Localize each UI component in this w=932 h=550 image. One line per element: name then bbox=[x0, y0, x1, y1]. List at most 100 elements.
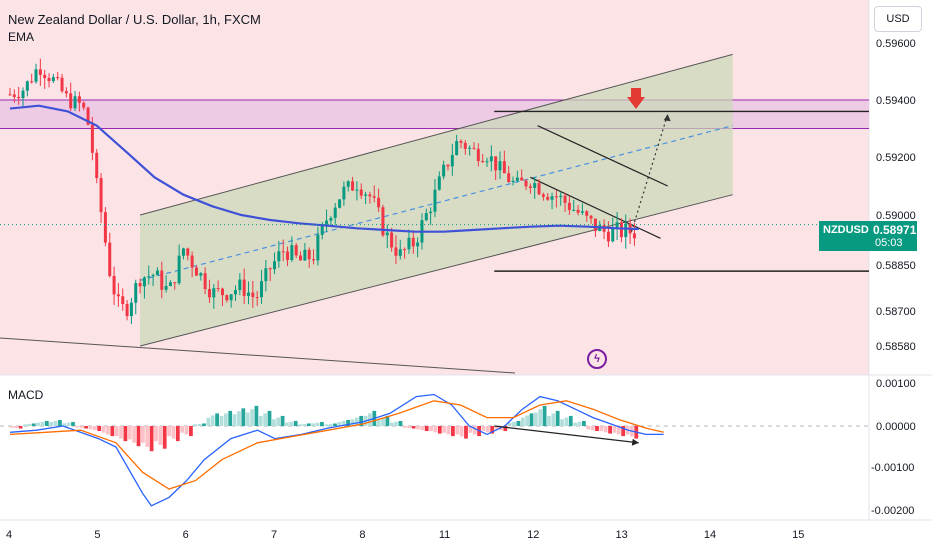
candle-body[interactable] bbox=[455, 141, 459, 156]
candle-body[interactable] bbox=[125, 303, 129, 317]
candle-body[interactable] bbox=[181, 248, 185, 256]
candle-body[interactable] bbox=[385, 232, 389, 236]
candle-body[interactable] bbox=[160, 270, 164, 290]
candle-body[interactable] bbox=[554, 196, 558, 198]
candle-body[interactable] bbox=[38, 69, 42, 75]
candle-body[interactable] bbox=[416, 242, 420, 247]
candle-body[interactable] bbox=[524, 180, 528, 187]
candle-body[interactable] bbox=[338, 199, 342, 208]
candle-body[interactable] bbox=[47, 77, 51, 82]
candle-body[interactable] bbox=[576, 209, 580, 213]
candle-body[interactable] bbox=[333, 207, 337, 218]
time-axis[interactable]: 4 5 6 7 8 11 12 13 14 15 bbox=[6, 529, 804, 541]
candle-body[interactable] bbox=[572, 209, 576, 211]
candle-body[interactable] bbox=[507, 173, 511, 183]
candle-body[interactable] bbox=[86, 107, 90, 125]
candle-body[interactable] bbox=[520, 177, 524, 181]
candle-body[interactable] bbox=[229, 294, 233, 301]
candle-body[interactable] bbox=[580, 211, 584, 213]
signal-line[interactable] bbox=[9, 400, 664, 490]
candle-body[interactable] bbox=[394, 247, 398, 256]
candle-body[interactable] bbox=[277, 251, 281, 262]
candle-body[interactable] bbox=[403, 249, 407, 251]
candle-body[interactable] bbox=[260, 281, 264, 298]
candle-body[interactable] bbox=[82, 102, 86, 108]
candle-body[interactable] bbox=[433, 189, 437, 212]
candle-body[interactable] bbox=[537, 183, 541, 195]
candle-body[interactable] bbox=[615, 222, 619, 228]
lightning-icon[interactable]: ϟ bbox=[587, 349, 607, 369]
support-trendline[interactable] bbox=[0, 337, 516, 374]
candle-body[interactable] bbox=[364, 194, 368, 196]
candle-body[interactable] bbox=[73, 96, 77, 109]
candle-body[interactable] bbox=[372, 196, 376, 198]
candle-body[interactable] bbox=[585, 211, 589, 216]
candle-body[interactable] bbox=[103, 212, 107, 243]
candle-body[interactable] bbox=[151, 275, 155, 277]
candle-body[interactable] bbox=[155, 270, 159, 276]
candle-body[interactable] bbox=[264, 268, 268, 282]
candle-body[interactable] bbox=[459, 141, 463, 143]
candle-body[interactable] bbox=[233, 290, 237, 295]
candle-body[interactable] bbox=[173, 282, 177, 284]
candle-body[interactable] bbox=[563, 195, 567, 203]
candle-body[interactable] bbox=[34, 69, 38, 82]
candle-body[interactable] bbox=[116, 294, 120, 297]
candle-body[interactable] bbox=[30, 81, 34, 83]
candle-body[interactable] bbox=[21, 90, 25, 99]
candle-body[interactable] bbox=[194, 267, 198, 276]
descending-channel-upper[interactable] bbox=[537, 125, 668, 187]
candle-body[interactable] bbox=[472, 147, 476, 149]
ema-line[interactable] bbox=[9, 104, 639, 233]
candle-body[interactable] bbox=[407, 237, 411, 250]
candle-body[interactable] bbox=[567, 202, 571, 210]
candle-body[interactable] bbox=[632, 233, 636, 239]
candle-body[interactable] bbox=[307, 249, 311, 260]
candle-body[interactable] bbox=[528, 186, 532, 188]
target-arrow-stem[interactable] bbox=[631, 88, 641, 98]
candle-body[interactable] bbox=[476, 148, 480, 162]
candle-body[interactable] bbox=[147, 276, 151, 278]
candle-body[interactable] bbox=[286, 251, 290, 260]
candle-body[interactable] bbox=[485, 161, 489, 163]
candle-body[interactable] bbox=[368, 194, 372, 197]
candle-body[interactable] bbox=[112, 275, 116, 295]
candle-body[interactable] bbox=[43, 74, 47, 78]
candle-body[interactable] bbox=[446, 164, 450, 167]
candle-body[interactable] bbox=[64, 91, 68, 94]
candle-body[interactable] bbox=[533, 183, 537, 188]
candle-body[interactable] bbox=[225, 295, 229, 301]
candle-body[interactable] bbox=[281, 251, 285, 253]
candle-body[interactable] bbox=[498, 161, 502, 171]
candle-body[interactable] bbox=[390, 232, 394, 248]
candle-body[interactable] bbox=[481, 161, 485, 163]
currency-button[interactable]: USD bbox=[874, 6, 922, 32]
candle-body[interactable] bbox=[220, 288, 224, 296]
ema-indicator-label[interactable]: EMA bbox=[8, 30, 35, 44]
channel-lower-line[interactable] bbox=[139, 194, 733, 347]
candle-body[interactable] bbox=[51, 77, 55, 82]
price-axis[interactable]: 0.59600 0.59400 0.59200 0.59000 0.58850 0.587… bbox=[876, 38, 916, 353]
candle-body[interactable] bbox=[108, 242, 112, 276]
candle-body[interactable] bbox=[342, 186, 346, 200]
candle-body[interactable] bbox=[398, 249, 402, 256]
candle-body[interactable] bbox=[60, 77, 64, 92]
candle-body[interactable] bbox=[177, 255, 181, 284]
candle-body[interactable] bbox=[593, 218, 597, 231]
candle-body[interactable] bbox=[290, 245, 294, 260]
candle-body[interactable] bbox=[8, 94, 12, 96]
candle-body[interactable] bbox=[299, 255, 303, 261]
candle-body[interactable] bbox=[247, 292, 250, 296]
macd-axis[interactable]: 0.00100 0.00000 -0.00100 -0.00200 bbox=[871, 378, 916, 517]
candle-body[interactable] bbox=[164, 285, 168, 290]
candle-body[interactable] bbox=[121, 296, 125, 304]
candle-body[interactable] bbox=[442, 164, 446, 177]
candle-body[interactable] bbox=[468, 147, 472, 149]
projection-arrow[interactable] bbox=[630, 114, 669, 232]
candle-body[interactable] bbox=[606, 231, 610, 242]
macd-divergence-line[interactable] bbox=[494, 425, 639, 444]
candle-body[interactable] bbox=[320, 224, 324, 235]
candle-body[interactable] bbox=[624, 223, 628, 238]
candle-body[interactable] bbox=[377, 197, 381, 208]
candle-body[interactable] bbox=[134, 283, 138, 303]
